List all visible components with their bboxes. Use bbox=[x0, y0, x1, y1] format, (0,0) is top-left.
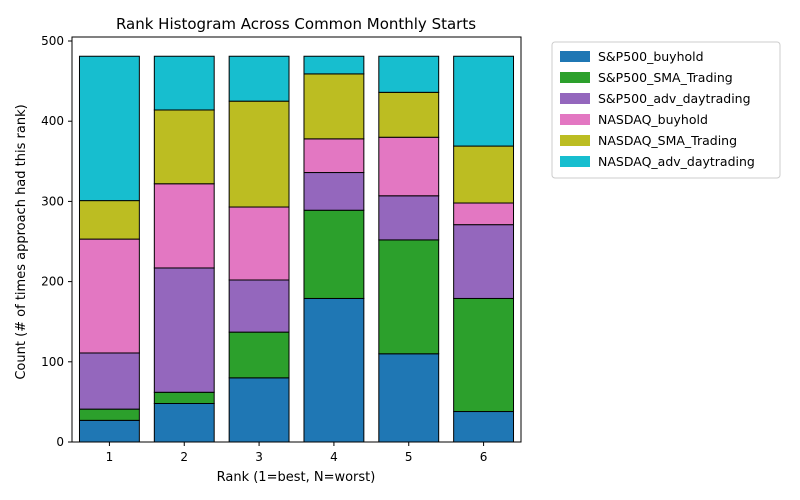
legend-swatch bbox=[560, 93, 590, 104]
legend-label: S&P500_adv_daytrading bbox=[598, 91, 751, 106]
legend-swatch bbox=[560, 114, 590, 125]
bar-segment bbox=[228, 377, 290, 443]
y-axis-label: Count (# of times approach had this rank… bbox=[14, 104, 29, 379]
bar-segment bbox=[378, 239, 440, 355]
bar-segment bbox=[78, 55, 140, 202]
x-axis-label: Rank (1=best, N=worst) bbox=[217, 470, 376, 485]
bar-segment bbox=[153, 391, 215, 405]
bar-segment bbox=[78, 408, 140, 421]
bar-segment bbox=[378, 353, 440, 443]
bar-segment bbox=[153, 403, 215, 443]
legend-swatch bbox=[560, 156, 590, 167]
bar-segment bbox=[303, 209, 365, 299]
bar-segment bbox=[228, 55, 290, 102]
legend-swatch bbox=[560, 51, 590, 62]
bar-segment bbox=[378, 136, 440, 197]
y-tick-label: 0 bbox=[56, 435, 64, 449]
x-tick-label: 6 bbox=[480, 450, 488, 464]
bar-segment bbox=[78, 352, 140, 410]
plot-frame bbox=[71, 36, 522, 443]
bar-segment bbox=[303, 172, 365, 211]
x-tick-label: 5 bbox=[405, 450, 413, 464]
bar-segment bbox=[228, 279, 290, 333]
bar-segment bbox=[303, 55, 365, 75]
bar-segment bbox=[153, 267, 215, 393]
legend-label: S&P500_buyhold bbox=[598, 49, 704, 64]
bar-segment bbox=[228, 331, 290, 379]
bar-segment bbox=[453, 411, 515, 443]
legend-swatch bbox=[560, 72, 590, 83]
legend-label: NASDAQ_SMA_Trading bbox=[598, 133, 737, 148]
legend-label: NASDAQ_buyhold bbox=[598, 112, 708, 127]
bar-segment bbox=[78, 238, 140, 354]
y-tick-label: 100 bbox=[41, 355, 64, 369]
x-tick-label: 3 bbox=[255, 450, 263, 464]
bar-segment bbox=[453, 202, 515, 226]
bar-segment bbox=[453, 297, 515, 413]
chart-title: Rank Histogram Across Common Monthly Sta… bbox=[116, 15, 476, 33]
bar-segment bbox=[153, 183, 215, 269]
bar-segment bbox=[303, 138, 365, 174]
legend: S&P500_buyhold S&P500_SMA_Trading S&P500_a… bbox=[551, 41, 781, 179]
x-tick-label: 2 bbox=[180, 450, 188, 464]
bar-segment bbox=[453, 55, 515, 147]
y-tick-label: 500 bbox=[41, 34, 64, 48]
bar-segment bbox=[453, 224, 515, 299]
bar-segment bbox=[453, 145, 515, 204]
bar-segment bbox=[228, 206, 290, 281]
x-tick-label: 4 bbox=[330, 450, 338, 464]
bar-segment bbox=[378, 91, 440, 138]
bar-segment bbox=[153, 109, 215, 185]
bar-segment bbox=[78, 419, 140, 443]
bar-segment bbox=[228, 100, 290, 208]
legend-box bbox=[551, 41, 781, 179]
y-tick-label: 400 bbox=[41, 114, 64, 128]
legend-swatch bbox=[560, 135, 590, 146]
y-tick-label: 200 bbox=[41, 275, 64, 289]
bar-segment bbox=[153, 55, 215, 111]
y-tick-label: 300 bbox=[41, 194, 64, 208]
bar-segment bbox=[378, 55, 440, 93]
bar-segment bbox=[378, 195, 440, 241]
axes-group: 0 100 200 300 400 500 1 2 3 4 5 6 bbox=[41, 34, 522, 464]
legend-label: NASDAQ_adv_daytrading bbox=[598, 154, 755, 169]
bar-segment bbox=[78, 200, 140, 240]
x-tick-label: 1 bbox=[106, 450, 114, 464]
bar-segment bbox=[303, 73, 365, 140]
legend-label: S&P500_SMA_Trading bbox=[598, 70, 733, 85]
bar-segment bbox=[303, 297, 365, 443]
bars-group bbox=[78, 55, 515, 443]
